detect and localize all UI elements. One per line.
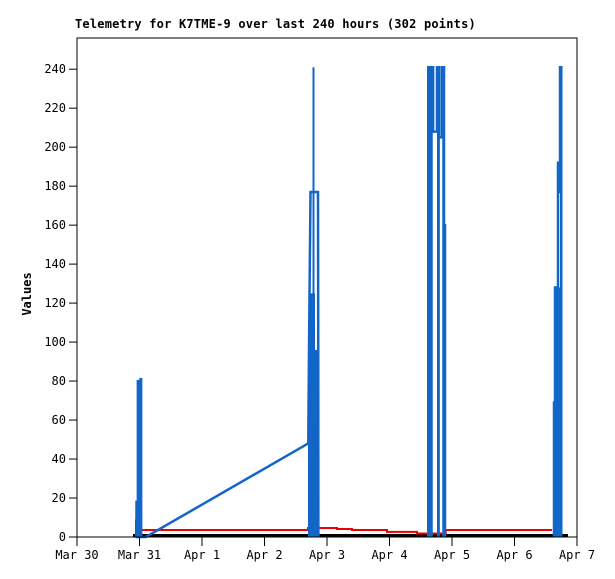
x-tick-label: Apr 7 [559,548,595,562]
y-tick-label: 220 [44,101,66,115]
x-tick-label: Mar 31 [118,548,161,562]
plot-border [76,37,578,538]
x-tick-label: Apr 2 [246,548,282,562]
telemetry-channel-blue-bar [437,67,440,537]
y-tick-label: 180 [44,179,66,193]
x-tick-label: Apr 1 [184,548,220,562]
y-tick-label: 140 [44,257,66,271]
y-tick-label: 100 [44,335,66,349]
telemetry-channel-blue-bar [428,67,433,537]
y-tick-label: 20 [52,491,66,505]
x-tick-label: Mar 30 [55,548,98,562]
x-tick-label: Apr 4 [371,548,407,562]
y-tick-label: 40 [52,452,66,466]
y-tick-label: 120 [44,296,66,310]
y-tick-label: 60 [52,413,66,427]
y-tick-label: 200 [44,140,66,154]
x-tick-label: Apr 3 [309,548,345,562]
y-tick-label: 80 [52,374,66,388]
telemetry-channel-blue-bar [312,67,315,537]
y-tick-label: 240 [44,62,66,76]
y-tick-label: 0 [59,530,66,544]
telemetry-channel-blue-line [135,190,320,539]
x-tick-label: Apr 6 [496,548,532,562]
telemetry-channel-blue-bar [555,287,560,537]
x-tick-label: Apr 5 [434,548,470,562]
chart-title: Telemetry for K7TME-9 over last 240 hour… [75,17,476,31]
y-tick-label: 160 [44,218,66,232]
telemetry-channel-blue-line [427,65,447,537]
telemetry-channel-blue-line [552,65,563,537]
telemetry-channel-blue-bar [442,67,445,537]
